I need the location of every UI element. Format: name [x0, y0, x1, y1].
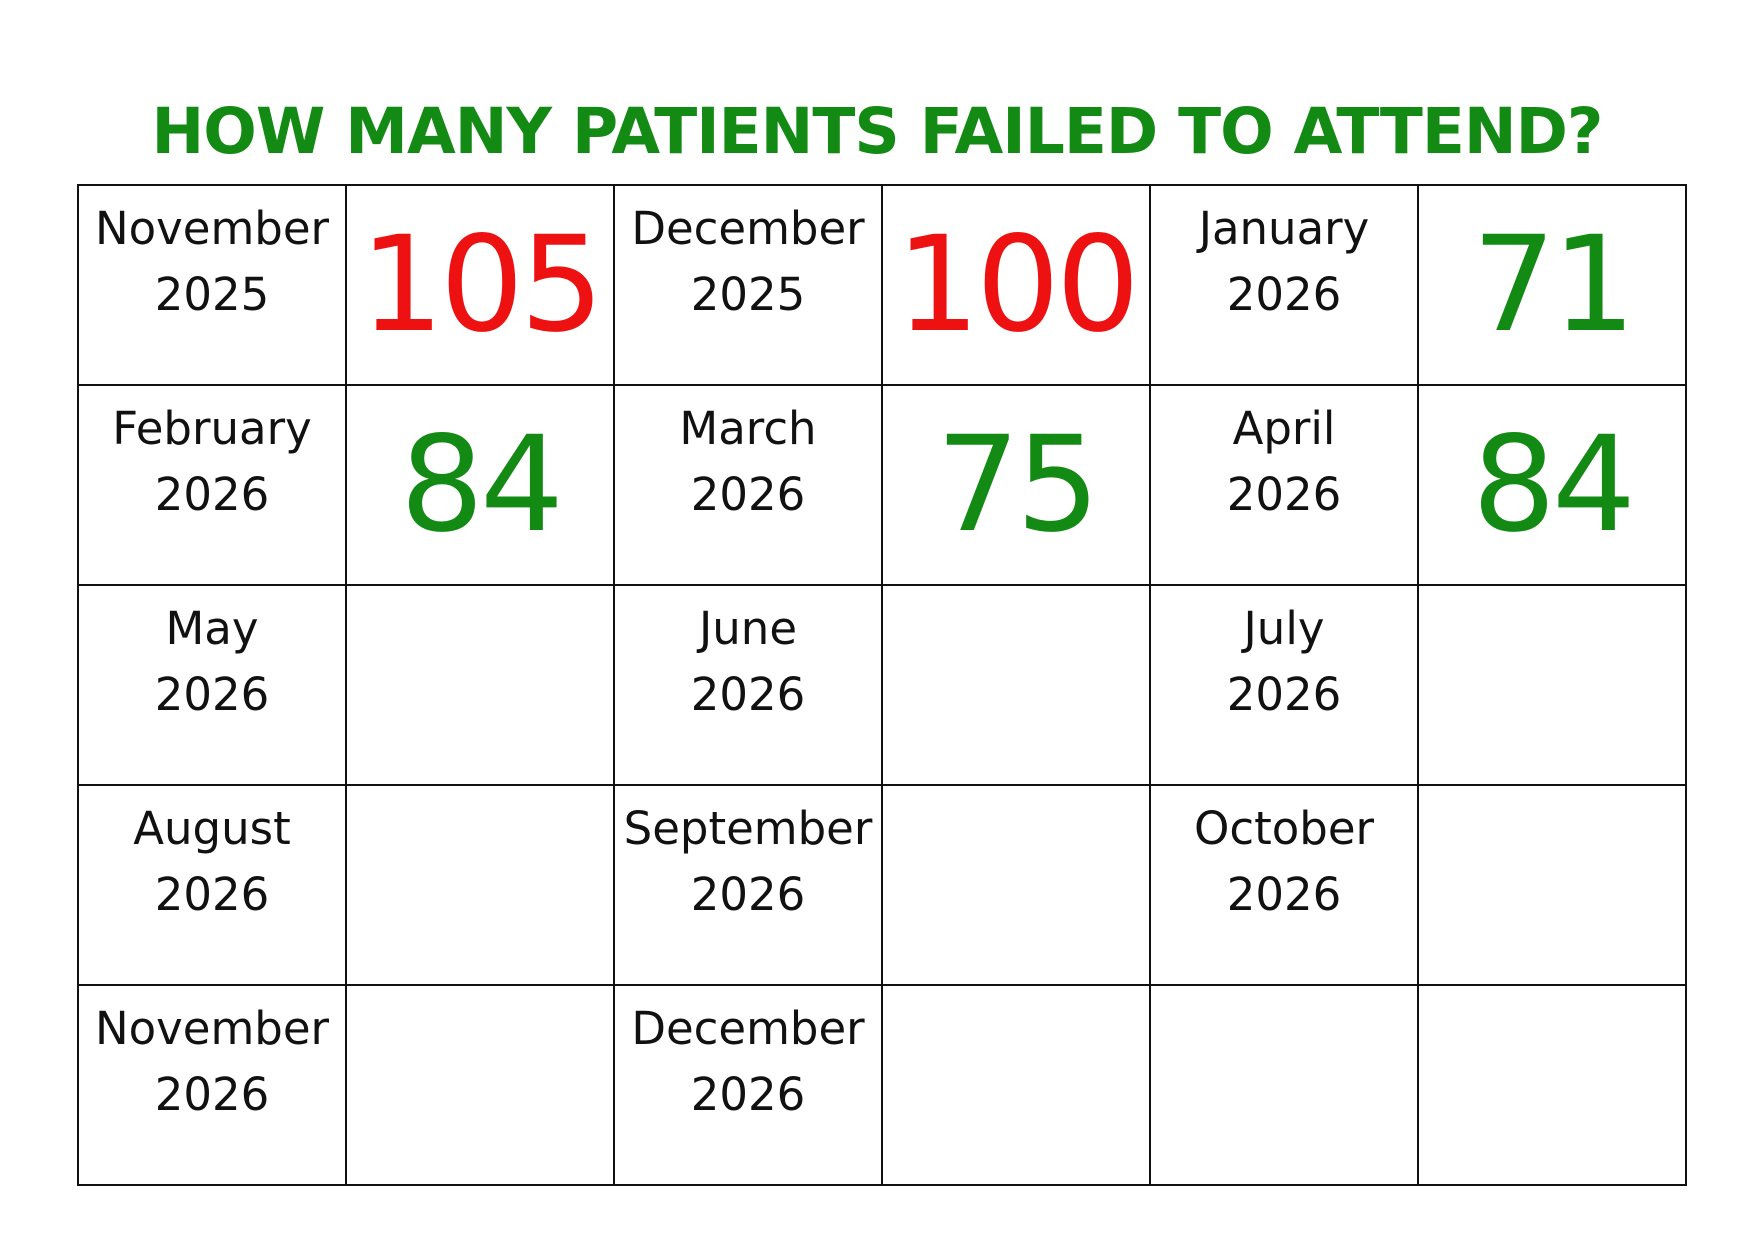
month-name: August: [133, 802, 291, 855]
value-cell: [1417, 784, 1687, 986]
value-cell: 100: [881, 184, 1151, 386]
month-name: April: [1232, 402, 1336, 455]
failed-to-attend-count: 105: [360, 208, 604, 362]
month-year: 2025: [154, 268, 270, 321]
value-cell: [345, 584, 615, 786]
month-year: 2026: [154, 1068, 270, 1121]
month-cell: December 2025: [613, 184, 883, 386]
failed-to-attend-count: 100: [896, 208, 1140, 362]
month-year: 2026: [690, 868, 806, 921]
month-cell: September 2026: [613, 784, 883, 986]
value-cell: [881, 784, 1151, 986]
value-cell: [345, 984, 615, 1186]
month-year: 2026: [154, 468, 270, 521]
month-cell: July 2026: [1149, 584, 1419, 786]
month-name: October: [1193, 802, 1375, 855]
month-year: 2026: [1226, 468, 1342, 521]
month-year: 2026: [690, 668, 806, 721]
value-cell: 84: [1417, 384, 1687, 586]
value-cell: [881, 584, 1151, 786]
month-year: 2026: [690, 1068, 806, 1121]
month-name: November: [94, 1002, 330, 1055]
table-row: May 2026 June 2026 July 2026: [77, 584, 1687, 786]
month-cell: [1149, 984, 1419, 1186]
month-year: 2026: [1226, 868, 1342, 921]
month-name: November: [94, 202, 330, 255]
month-year: 2026: [1226, 668, 1342, 721]
month-cell: November 2025: [77, 184, 347, 386]
month-year: 2026: [154, 868, 270, 921]
month-cell: November 2026: [77, 984, 347, 1186]
value-cell: 84: [345, 384, 615, 586]
month-cell: June 2026: [613, 584, 883, 786]
month-name: January: [1198, 202, 1370, 255]
value-cell: 105: [345, 184, 615, 386]
month-cell: May 2026: [77, 584, 347, 786]
month-name: December: [631, 1002, 865, 1055]
table-row: November 2025 105 December 2025 100 Januar…: [77, 184, 1687, 386]
failed-to-attend-count: 84: [1472, 408, 1636, 562]
table-row: August 2026 September 2026 October 2026: [77, 784, 1687, 986]
month-name: July: [1243, 602, 1325, 655]
value-cell: 75: [881, 384, 1151, 586]
month-cell: March 2026: [613, 384, 883, 586]
month-cell: February 2026: [77, 384, 347, 586]
month-name: May: [165, 602, 259, 655]
month-cell: April 2026: [1149, 384, 1419, 586]
table-row: February 2026 84 March 2026 75 April 2026 8…: [77, 384, 1687, 586]
month-cell: January 2026: [1149, 184, 1419, 386]
month-name: December: [631, 202, 865, 255]
value-cell: 71: [1417, 184, 1687, 386]
month-name: June: [699, 602, 797, 655]
month-name: March: [679, 402, 817, 455]
failed-to-attend-count: 84: [400, 408, 564, 562]
attendance-table: November 2025 105 December 2025 100 Januar…: [77, 184, 1687, 1186]
value-cell: [1417, 584, 1687, 786]
month-year: 2025: [690, 268, 806, 321]
month-year: 2026: [1226, 268, 1342, 321]
month-cell: December 2026: [613, 984, 883, 1186]
value-cell: [345, 784, 615, 986]
page-title: HOW MANY PATIENTS FAILED TO ATTEND?: [151, 95, 1604, 168]
value-cell: [1417, 984, 1687, 1186]
month-year: 2026: [154, 668, 270, 721]
table-row: November 2026 December 2026: [77, 984, 1687, 1186]
failed-to-attend-count: 71: [1472, 208, 1636, 362]
month-name: February: [112, 402, 312, 455]
value-cell: [881, 984, 1151, 1186]
month-cell: August 2026: [77, 784, 347, 986]
month-cell: October 2026: [1149, 784, 1419, 986]
month-year: 2026: [690, 468, 806, 521]
month-name: September: [623, 802, 873, 855]
failed-to-attend-count: 75: [936, 408, 1100, 562]
